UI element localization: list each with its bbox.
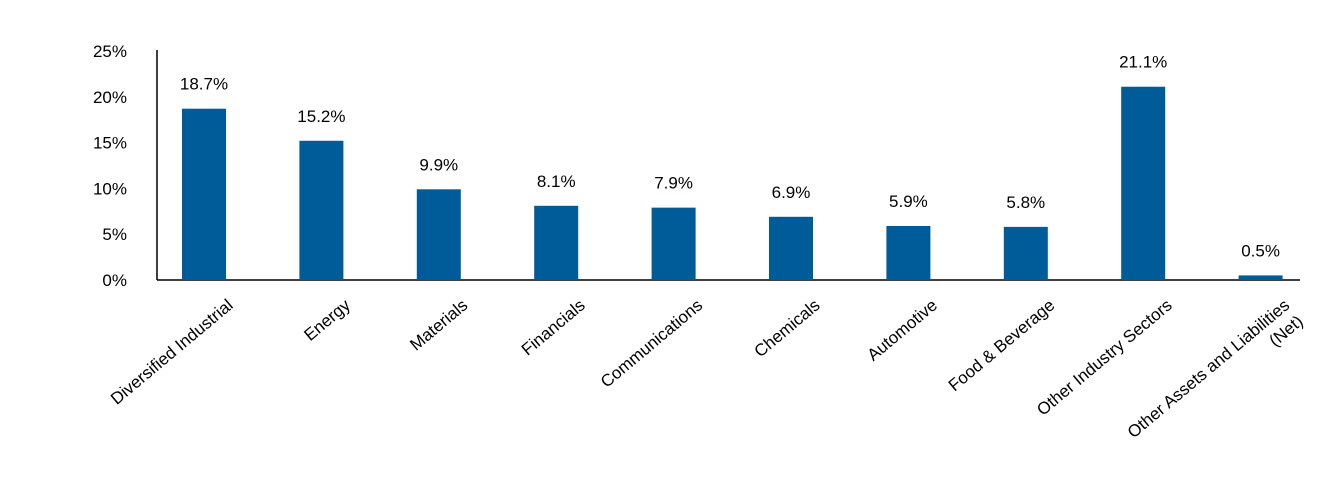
category-label-line: Automotive [864, 296, 941, 365]
y-tick-label: 25% [93, 42, 127, 61]
data-label: 8.1% [537, 172, 576, 191]
category-label: Communications [597, 296, 706, 392]
category-label-line: Materials [406, 296, 471, 355]
y-axis: 0% 5% 10% 15% 20% 25% [93, 42, 1300, 290]
category-label-line: Food & Beverage [945, 296, 1059, 396]
y-tick-label: 0% [102, 271, 127, 290]
y-tick-label: 20% [93, 88, 127, 107]
category-label: Food & Beverage [945, 296, 1059, 396]
y-tick-label: 15% [93, 134, 127, 153]
bar [1121, 86, 1166, 280]
bar [1003, 226, 1048, 280]
data-label: 21.1% [1119, 53, 1167, 72]
bar [1238, 275, 1283, 280]
bar [886, 225, 931, 280]
data-label: 5.8% [1006, 193, 1045, 212]
y-tick-label: 5% [102, 225, 127, 244]
data-labels: 18.7% 15.2% 9.9% 8.1% 7.9% 6.9% 5.9% 5.8% 21.1% 0… [180, 53, 1280, 261]
bar [534, 205, 579, 280]
category-label-line: Energy [300, 295, 354, 344]
category-label-line: Chemicals [751, 296, 824, 362]
bar [769, 216, 813, 280]
data-label: 6.9% [772, 183, 811, 202]
category-label: Materials [406, 296, 471, 355]
bar [416, 189, 461, 280]
data-label: 5.9% [889, 192, 928, 211]
y-tick-label: 10% [93, 179, 127, 198]
bar [299, 140, 344, 280]
category-label: Financials [518, 296, 589, 360]
category-label-line: Financials [518, 296, 589, 360]
category-label: Chemicals [751, 296, 824, 362]
data-label: 15.2% [297, 107, 345, 126]
category-label: Energy [300, 295, 354, 344]
category-labels: Diversified Industrial Energy Materials Fin… [107, 295, 1307, 442]
data-label: 9.9% [419, 155, 458, 174]
category-label-line: Diversified Industrial [107, 296, 236, 409]
category-label-line: Communications [597, 296, 706, 392]
bar [651, 207, 696, 280]
bars [182, 86, 1283, 280]
data-label: 0.5% [1241, 241, 1280, 260]
data-label: 7.9% [654, 174, 693, 193]
category-label: Automotive [864, 296, 941, 365]
category-label: Diversified Industrial [107, 296, 236, 409]
data-label: 18.7% [180, 75, 228, 94]
bar [182, 108, 226, 280]
